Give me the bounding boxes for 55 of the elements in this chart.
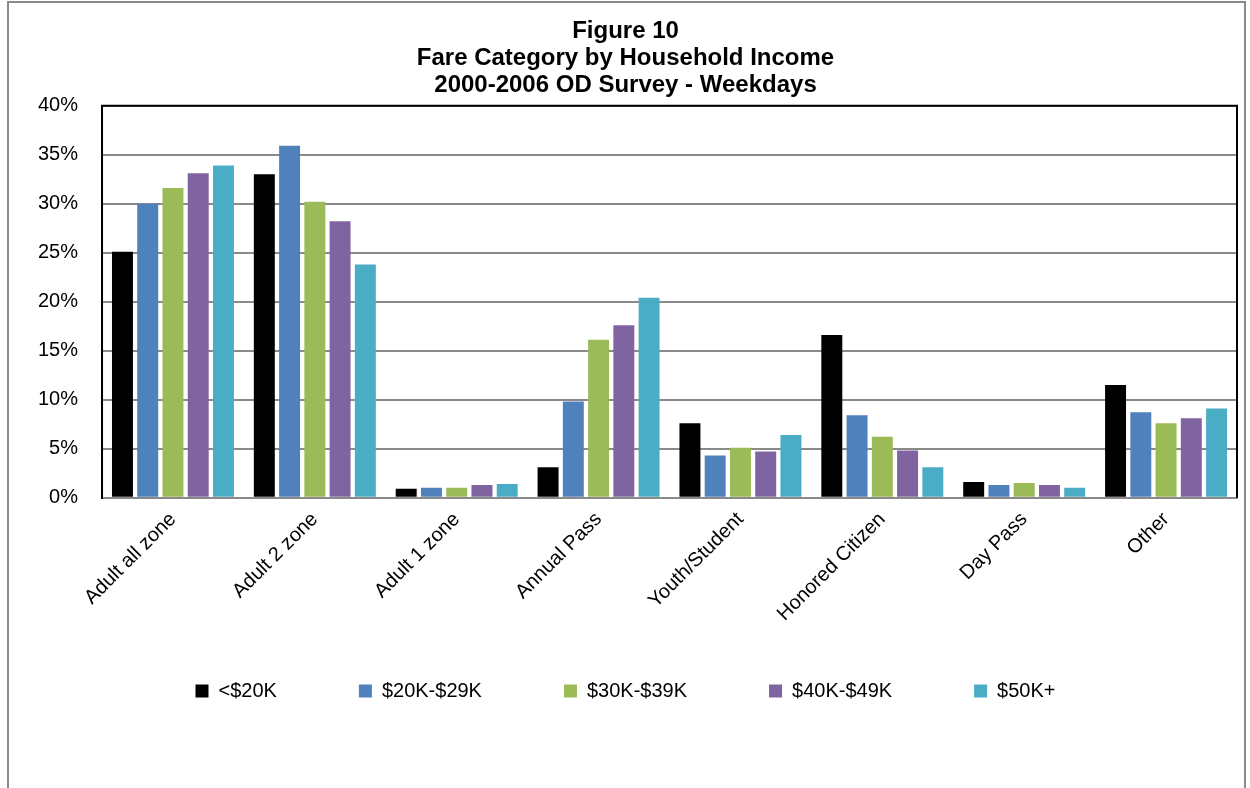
bar (988, 484, 1010, 497)
bar (1180, 418, 1202, 497)
bar (304, 201, 326, 497)
bar (537, 467, 559, 497)
bar (420, 487, 442, 497)
legend-label: <$20K (218, 678, 278, 701)
bar (562, 401, 584, 497)
bar (922, 467, 944, 497)
bar (212, 165, 234, 497)
bar (496, 483, 518, 497)
bar (1206, 408, 1228, 497)
bar (395, 488, 417, 497)
bar (963, 481, 985, 497)
bar (588, 339, 610, 497)
legend-label: $30K-$39K (586, 678, 688, 701)
y-tick-label: 15% (38, 338, 79, 361)
y-tick-label: 35% (38, 142, 79, 165)
y-tick-label: 10% (38, 387, 79, 410)
legend-label: $20K-$29K (381, 678, 483, 701)
y-tick-label: 20% (38, 289, 79, 312)
bar (821, 334, 843, 497)
bar (162, 187, 184, 497)
y-tick-label: 30% (38, 191, 79, 214)
bar (679, 423, 701, 497)
y-tick-label: 40% (38, 93, 79, 116)
bar (704, 455, 726, 497)
legend-label: $50K+ (997, 678, 1056, 701)
bar (354, 264, 376, 497)
bar (329, 221, 351, 497)
y-tick-label: 5% (49, 436, 79, 459)
bar (471, 484, 493, 497)
bar (1105, 384, 1127, 497)
legend-label: $40K-$49K (792, 678, 893, 701)
bar (1130, 412, 1152, 497)
chart-title: Figure 10 Fare Category by Household Income 2000-2006 OD Survey - Weekdays (416, 16, 835, 97)
bar (613, 325, 635, 497)
bar (755, 451, 777, 497)
bar (871, 436, 893, 497)
bar (1013, 482, 1035, 497)
bar (638, 297, 660, 497)
bar (111, 251, 133, 497)
bar (253, 174, 275, 497)
bar (846, 415, 868, 497)
bar (897, 450, 919, 497)
bar (1064, 487, 1086, 497)
bar (1038, 484, 1060, 497)
bar (137, 203, 159, 497)
bar (729, 447, 751, 497)
bar (780, 434, 802, 497)
bar (279, 145, 301, 497)
y-tick-label: 25% (38, 240, 79, 263)
y-tick-label: 0% (49, 485, 79, 508)
bar (446, 487, 468, 497)
bar (1155, 423, 1177, 497)
bar (187, 173, 209, 497)
